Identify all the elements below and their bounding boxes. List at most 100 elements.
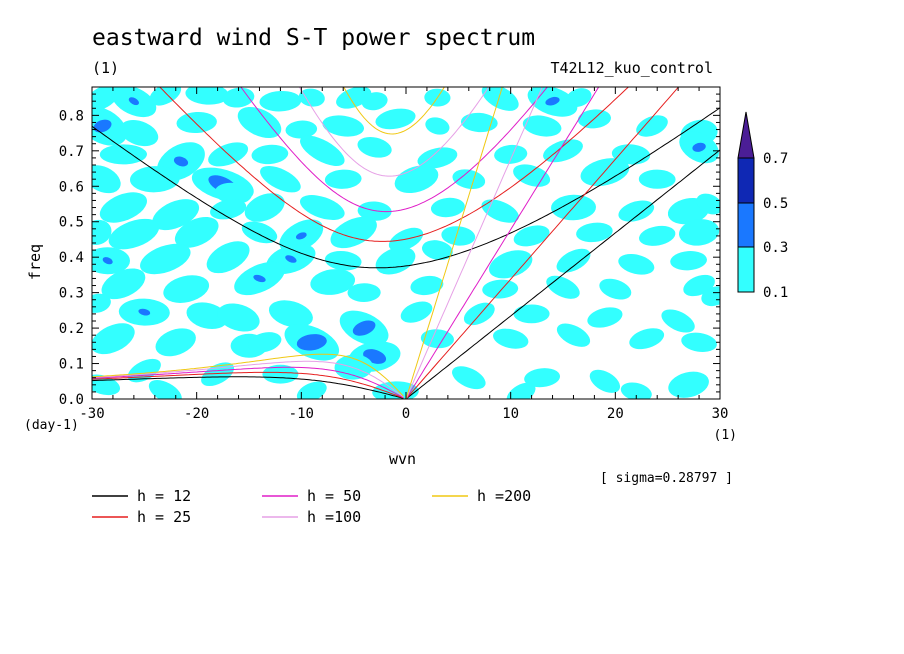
dispersion-curve-ig-h200 bbox=[343, 87, 445, 135]
contour-patch-level-0.1 bbox=[99, 144, 147, 165]
contour-patch-level-0.3 bbox=[138, 308, 151, 316]
y-tick-label: 0.4 bbox=[59, 250, 84, 266]
contour-patch-level-0.1 bbox=[638, 169, 676, 189]
contour-patch-level-0.3 bbox=[285, 255, 297, 263]
dispersion-legend: h = 12 h = 25 h = 50 h =100 h =200 bbox=[92, 487, 531, 526]
dispersion-curve-rossby-h25 bbox=[92, 371, 404, 399]
contour-patch-level-0.1 bbox=[522, 115, 562, 137]
contour-patch-level-0.1 bbox=[417, 147, 458, 169]
contour-patch-level-0.1 bbox=[155, 328, 196, 357]
contour-patch-level-0.1 bbox=[260, 165, 301, 193]
contour-patch-level-0.1 bbox=[186, 302, 228, 330]
contour-patch-level-0.1 bbox=[361, 92, 388, 111]
contour-patch-level-0.1 bbox=[148, 379, 182, 399]
contour-patch-level-0.1 bbox=[251, 144, 289, 165]
contour-patch-level-0.1 bbox=[130, 166, 180, 193]
contour-patch-level-0.1 bbox=[262, 364, 299, 384]
y-tick-label: 0.1 bbox=[59, 357, 84, 373]
x-tick-label: 20 bbox=[607, 406, 624, 422]
contour-patch-level-0.1 bbox=[580, 158, 630, 187]
contour-patch-level-0.1 bbox=[639, 225, 676, 246]
contour-patch-level-0.1 bbox=[298, 88, 325, 107]
contour-patch-level-0.1 bbox=[506, 382, 536, 399]
chart-subtitle-right: T42L12_kuo_control bbox=[550, 59, 713, 77]
contour-patch-level-0.1 bbox=[463, 302, 495, 326]
contour-patch-level-0.1 bbox=[489, 250, 533, 279]
contour-patch-level-0.1 bbox=[92, 165, 121, 194]
contour-patch-level-0.1 bbox=[513, 304, 550, 324]
contour-patch-level-0.1 bbox=[300, 135, 345, 166]
contour-patch-level-0.1 bbox=[589, 369, 621, 393]
sigma-note: [ sigma=0.28797 ] bbox=[600, 471, 733, 486]
dispersion-curve-kelvin-h200 bbox=[405, 87, 503, 399]
dispersion-curve-kelvin-h25 bbox=[405, 87, 680, 399]
contour-patch-level-0.1 bbox=[119, 120, 159, 147]
contour-patch-level-0.1 bbox=[681, 332, 717, 352]
x-tick-label: 30 bbox=[712, 406, 729, 422]
contour-patch-level-0.1 bbox=[460, 112, 498, 133]
contour-patch-level-0.1 bbox=[696, 193, 720, 215]
contour-patch-level-0.1 bbox=[237, 106, 282, 139]
contour-patch-level-0.1 bbox=[421, 240, 453, 261]
contour-patch-level-0.1 bbox=[99, 192, 147, 223]
contour-patch-level-0.1 bbox=[152, 199, 200, 231]
contour-patch-level-0.1 bbox=[357, 136, 392, 158]
contour-patch-level-0.1 bbox=[701, 286, 720, 307]
contour-patch-level-0.1 bbox=[452, 169, 486, 190]
contour-patch-level-0.1 bbox=[543, 139, 583, 163]
dispersion-curve-ig-h100 bbox=[298, 87, 490, 177]
contour-patch-level-0.1 bbox=[324, 169, 362, 189]
contour-patch-level-0.1 bbox=[163, 275, 210, 303]
legend-label: h =100 bbox=[307, 508, 361, 526]
contour-patch-level-0.1 bbox=[494, 144, 528, 164]
dispersion-curve-ig-h12 bbox=[92, 107, 720, 269]
colorbar: 0.1 0.3 0.5 0.7 bbox=[737, 111, 788, 301]
contour-patch-level-0.1 bbox=[322, 115, 365, 137]
contour-patch-level-0.1 bbox=[214, 182, 252, 205]
colorbar-overflow-triangle bbox=[737, 111, 755, 159]
x-tick-label: -30 bbox=[79, 406, 104, 422]
contour-patch-level-0.1 bbox=[546, 275, 580, 299]
colorbar-segment bbox=[737, 246, 755, 293]
dispersion-curve-rossby-h200 bbox=[92, 353, 404, 397]
contour-patch-level-0.1 bbox=[394, 165, 439, 194]
contour-patch-level-0.1 bbox=[185, 87, 229, 105]
contour-patch-level-0.1 bbox=[670, 251, 707, 271]
contour-patch-level-0.1 bbox=[149, 87, 182, 106]
contour-patch-level-0.1 bbox=[375, 108, 416, 130]
contour-patch-level-0.1 bbox=[587, 307, 623, 328]
contour-patch-level-0.1 bbox=[92, 87, 120, 111]
x-axis-label: wvn bbox=[389, 450, 416, 468]
dispersion-curve-kelvin-h12 bbox=[405, 149, 720, 399]
contour-patch-level-0.1 bbox=[108, 218, 160, 250]
contour-patch-level-0.1 bbox=[493, 328, 529, 349]
contour-patch-level-0.1 bbox=[176, 111, 217, 134]
contour-patch-level-0.1 bbox=[285, 120, 318, 139]
legend-label: h = 25 bbox=[137, 508, 191, 526]
contour-patch-level-0.1 bbox=[206, 241, 250, 274]
contour-patch-level-0.1 bbox=[481, 87, 519, 111]
contour-patch-level-0.1 bbox=[217, 303, 260, 332]
y-axis-ticks: 0.0 0.1 0.2 0.3 0.4 0.5 0.6 0.7 0.8 bbox=[59, 93, 720, 408]
colorbar-label: 0.5 bbox=[763, 196, 788, 212]
contour-patch-level-0.1 bbox=[222, 87, 255, 108]
legend-label: h = 50 bbox=[307, 487, 361, 505]
colorbar-label: 0.7 bbox=[763, 151, 788, 167]
x-tick-label: -20 bbox=[184, 406, 209, 422]
contour-patch-level-0.1 bbox=[679, 219, 720, 246]
y-tick-label: 0.8 bbox=[59, 108, 84, 124]
dispersion-curve-kelvin-h50 bbox=[405, 87, 600, 399]
contour-patch-level-0.1 bbox=[576, 222, 613, 243]
contour-patch-level-0.1 bbox=[629, 328, 665, 350]
y-tick-label: 0.2 bbox=[59, 321, 84, 337]
contour-patch-level-0.1 bbox=[310, 269, 356, 295]
contour-patch-level-0.1 bbox=[513, 225, 550, 247]
contour-patch-level-0.3 bbox=[102, 257, 113, 265]
contour-patch-level-0.1 bbox=[259, 90, 302, 112]
contour-patch-level-0.1 bbox=[248, 332, 282, 353]
contour-patch-level-0.1 bbox=[299, 195, 345, 220]
chart-title: eastward wind S-T power spectrum bbox=[92, 25, 535, 51]
contour-patch-level-0.1 bbox=[209, 199, 247, 220]
contour-patch-level-0.1 bbox=[524, 368, 561, 388]
contour-patch-level-0.1 bbox=[620, 382, 652, 399]
